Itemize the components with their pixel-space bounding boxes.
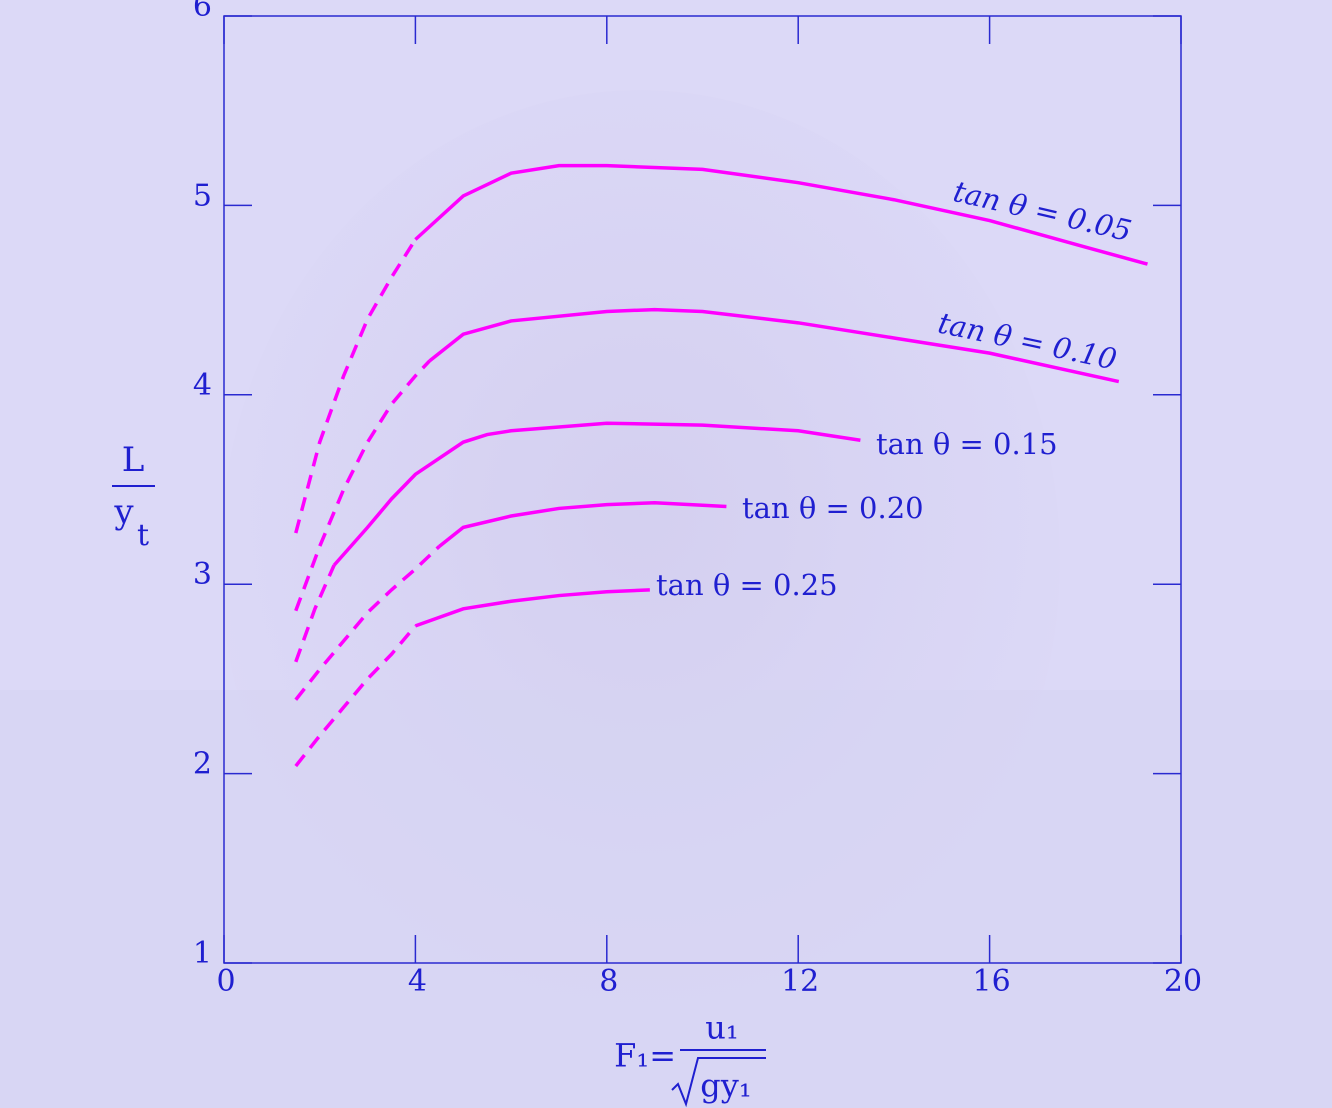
y-tick-label: 3: [193, 557, 212, 592]
curve-label: tan θ = 0.25: [656, 568, 838, 602]
y-axis-title: L y t: [112, 440, 155, 553]
curve-solid: [414, 163, 1148, 266]
sqrt-sign: [671, 1057, 766, 1108]
curve-label: tan θ = 0.15: [876, 427, 1058, 461]
plot-frame: [223, 15, 1182, 964]
x-tick-label: 20: [1164, 964, 1202, 999]
y-tick-label: 4: [193, 368, 212, 403]
x-tick-label: 16: [973, 964, 1011, 999]
x-tick-label: 4: [408, 964, 427, 999]
y-tick-label: 1: [193, 936, 212, 971]
curve-solid: [438, 501, 727, 548]
curve-solid: [414, 588, 650, 628]
curve-dashed: [294, 359, 432, 612]
x-label-numerator: u₁: [705, 1009, 738, 1047]
x-tick-label: 8: [599, 964, 618, 999]
x-label-lhs: F₁=: [614, 1037, 676, 1075]
x-tick-label: 12: [781, 964, 819, 999]
x-tick-label: 0: [216, 964, 235, 999]
curve-solid: [332, 421, 861, 567]
y-label-numerator: L: [122, 440, 145, 480]
x-axis-title: F₁= u₁ gy₁: [614, 1009, 766, 1108]
y-tick-label: 2: [193, 747, 212, 782]
curve-dashed: [294, 624, 417, 768]
x-label-denominator: gy₁: [700, 1067, 751, 1105]
background-photo: [0, 690, 1332, 1108]
y-label-denominator: y: [113, 492, 134, 532]
curve-label: tan θ = 0.20: [742, 491, 924, 525]
y-label-subscript: t: [137, 518, 149, 553]
y-tick-label: 5: [193, 178, 212, 213]
curve-solid: [428, 307, 1120, 384]
y-tick-label: 6: [193, 0, 212, 24]
curve-dashed: [294, 564, 336, 663]
curve-dashed: [294, 238, 417, 534]
